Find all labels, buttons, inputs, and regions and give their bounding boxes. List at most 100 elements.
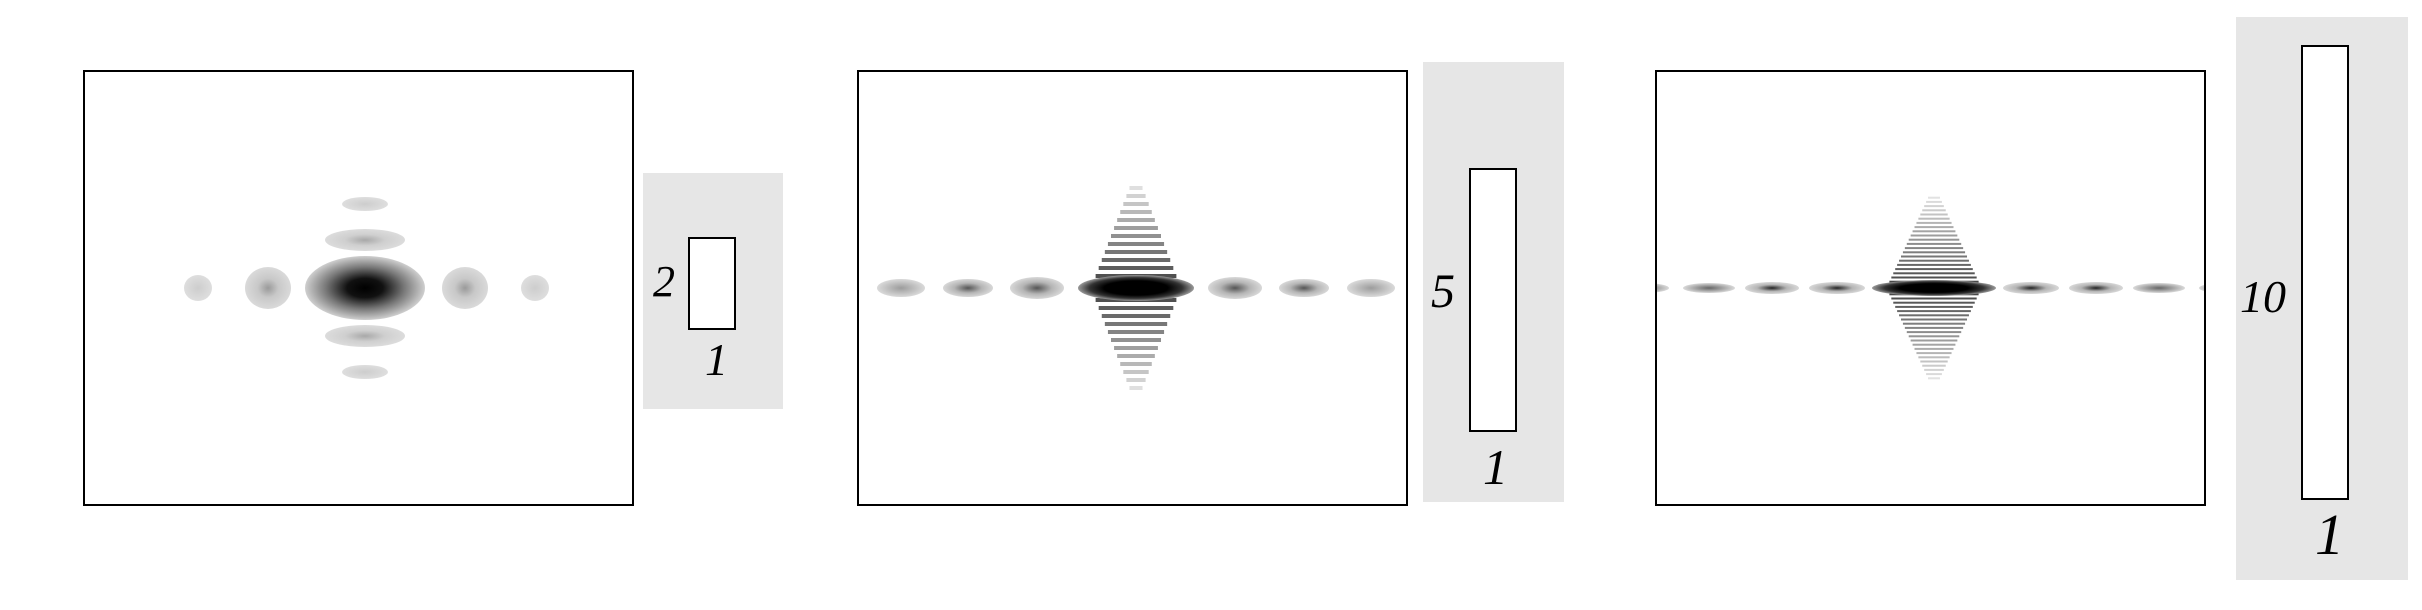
side-lobe xyxy=(2199,285,2204,291)
stripe xyxy=(1902,251,1966,254)
side-lobe xyxy=(2133,283,2185,293)
stripe xyxy=(1914,347,1954,350)
stripe xyxy=(1900,318,1968,321)
stripe xyxy=(1916,352,1952,355)
stripe xyxy=(1926,373,1942,376)
side-lobe xyxy=(1279,279,1329,297)
stripe xyxy=(1899,259,1969,262)
stripe xyxy=(1902,322,1966,325)
side-lobe xyxy=(943,279,993,297)
aperture-rectangle-2 xyxy=(1469,168,1517,432)
stripe xyxy=(1098,306,1174,310)
side-lobe xyxy=(1809,282,1865,294)
central-lobe xyxy=(1078,275,1194,301)
stripe xyxy=(1926,200,1942,203)
stripe xyxy=(1914,226,1954,229)
aperture-width-label-2: 1 xyxy=(1483,439,1508,495)
vertical-lobe xyxy=(342,365,388,379)
stripe xyxy=(1916,221,1952,224)
central-lobe xyxy=(1872,280,1996,296)
stripe xyxy=(1120,210,1152,214)
side-lobe xyxy=(245,267,291,309)
stripe xyxy=(1891,276,1977,279)
vertical-lobe xyxy=(325,325,405,347)
stripe xyxy=(1126,378,1146,382)
side-lobe xyxy=(877,279,925,297)
side-lobe xyxy=(1683,283,1735,293)
side-lobe xyxy=(1745,282,1799,294)
stripe xyxy=(1924,205,1944,208)
stripe xyxy=(1117,218,1155,222)
stripe xyxy=(1117,354,1155,358)
aperture-inset-1: 2 1 xyxy=(643,173,783,409)
stripe xyxy=(1908,335,1960,338)
stripe xyxy=(1891,297,1977,300)
stripe xyxy=(1910,339,1958,342)
stripe xyxy=(1120,362,1152,366)
stripe xyxy=(1126,194,1146,198)
stripe xyxy=(1123,370,1149,374)
aperture-width-label-3: 1 xyxy=(2315,502,2344,567)
stripe xyxy=(1114,226,1158,230)
stripe xyxy=(1098,266,1174,270)
stripe xyxy=(1129,386,1143,390)
side-lobe xyxy=(442,267,488,309)
stripe xyxy=(1918,356,1950,359)
aperture-inset-2: 5 1 xyxy=(1423,62,1564,502)
stripe xyxy=(1924,368,1944,371)
side-lobe xyxy=(521,275,549,301)
stripe xyxy=(1129,186,1143,190)
stripe xyxy=(1920,360,1948,363)
stripe xyxy=(1904,326,1964,329)
diffraction-pattern-panel-1 xyxy=(83,70,634,506)
vertical-lobe xyxy=(342,197,388,211)
stripe xyxy=(1104,250,1168,254)
stripe xyxy=(1104,322,1168,326)
aperture-rectangle-1 xyxy=(688,237,736,330)
diffraction-pattern-2 xyxy=(877,186,1395,390)
aperture-rectangle-3 xyxy=(2301,45,2349,500)
side-lobe xyxy=(1347,279,1395,297)
stripe xyxy=(1928,196,1940,199)
stripe xyxy=(1912,230,1956,233)
stripe xyxy=(1899,314,1969,317)
stripe xyxy=(1893,272,1975,275)
stripe xyxy=(1893,301,1975,304)
stripe xyxy=(1900,255,1968,258)
central-lobe xyxy=(305,256,425,320)
side-lobe xyxy=(1208,277,1262,299)
stripe xyxy=(1895,305,1973,308)
stripe xyxy=(1111,234,1161,238)
diffraction-pattern-panel-3 xyxy=(1655,70,2206,506)
stripe xyxy=(1897,263,1971,266)
stripe xyxy=(1107,242,1165,246)
stripe xyxy=(1114,346,1158,350)
aperture-inset-3: 10 1 xyxy=(2236,17,2408,580)
stripe xyxy=(1928,377,1940,380)
stripe xyxy=(1918,217,1950,220)
stripe xyxy=(1922,364,1946,367)
stripe xyxy=(1904,247,1964,250)
stripe xyxy=(1908,238,1960,241)
side-lobe xyxy=(2069,282,2123,294)
stripe xyxy=(1897,310,1971,313)
stripe xyxy=(1101,314,1171,318)
stripe xyxy=(1910,234,1958,237)
stripe xyxy=(1906,242,1962,245)
stripe xyxy=(1107,330,1165,334)
diffraction-pattern-3 xyxy=(1657,196,2204,380)
side-lobe xyxy=(1657,283,1669,293)
aperture-height-label-3: 10 xyxy=(2240,271,2286,322)
vertical-lobe xyxy=(325,229,405,251)
stripe xyxy=(1895,268,1973,271)
aperture-width-label-1: 1 xyxy=(705,334,728,385)
side-lobe xyxy=(2003,282,2059,294)
stripe xyxy=(1920,213,1948,216)
stripe xyxy=(1922,209,1946,212)
side-lobe xyxy=(1010,277,1064,299)
stripe xyxy=(1912,343,1956,346)
aperture-height-label-2: 5 xyxy=(1431,265,1455,318)
diffraction-pattern-panel-2 xyxy=(857,70,1408,506)
aperture-height-label-1: 2 xyxy=(653,257,675,306)
stripe xyxy=(1111,338,1161,342)
